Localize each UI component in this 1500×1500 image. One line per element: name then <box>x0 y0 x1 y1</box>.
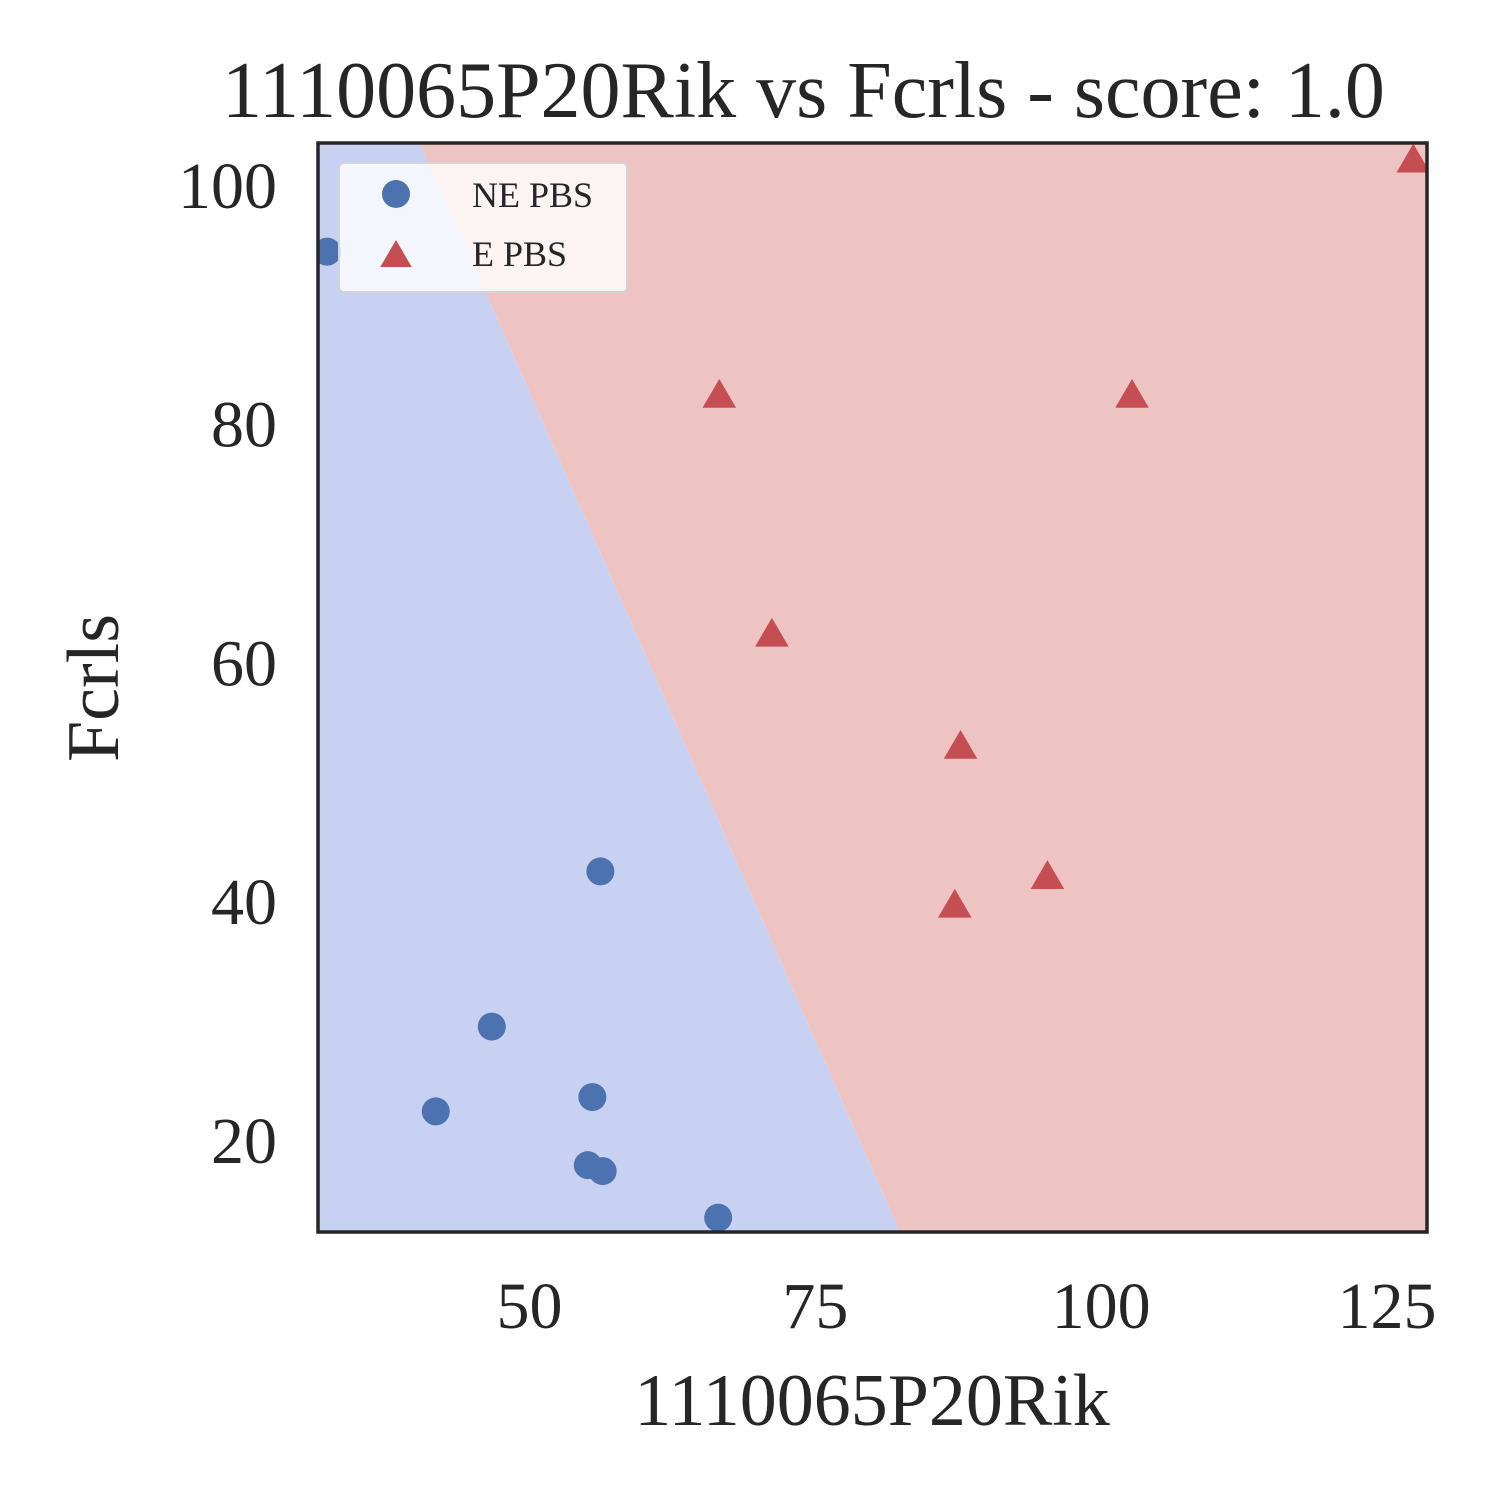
point-triangle-1-4 <box>943 730 978 759</box>
x-tick-label-50: 50 <box>497 1270 563 1343</box>
region-e-pbs <box>419 143 1427 1232</box>
x-tick-label-100: 100 <box>1052 1270 1151 1343</box>
point-triangle-1-2 <box>1115 378 1149 408</box>
legend-box <box>338 162 628 293</box>
point-circle-0-7 <box>704 1203 733 1232</box>
point-circle-0-3 <box>421 1097 450 1126</box>
x-tick-label-75: 75 <box>782 1270 848 1343</box>
point-circle-0-4 <box>578 1083 607 1112</box>
point-circle-0-2 <box>477 1012 506 1041</box>
point-triangle-1-6 <box>938 888 972 918</box>
data-points <box>318 143 1427 1232</box>
point-circle-0-1 <box>586 857 615 886</box>
point-triangle-1-5 <box>1030 860 1065 889</box>
x-axis-ticks: 50 75 100 125 <box>497 1270 1437 1343</box>
point-circle-0-6 <box>588 1157 617 1186</box>
point-triangle-1-1 <box>702 378 737 408</box>
region-ne-pbs <box>318 143 900 1232</box>
y-axis-label: Fcrls <box>53 614 135 762</box>
point-triangle-1-0 <box>1396 143 1427 173</box>
y-tick-label-20: 20 <box>211 1105 277 1178</box>
legend-label-e-pbs: E PBS <box>472 234 567 274</box>
y-tick-label-80: 80 <box>211 389 277 462</box>
x-tick-label-125: 125 <box>1337 1270 1436 1343</box>
y-tick-label-100: 100 <box>178 150 277 223</box>
y-tick-label-60: 60 <box>211 627 277 700</box>
legend: NE PBS E PBS <box>338 162 628 293</box>
legend-marker-ne-pbs <box>382 180 410 208</box>
point-circle-0-0 <box>318 237 342 266</box>
y-axis-ticks: 20 40 60 80 100 <box>178 150 277 1178</box>
y-tick-label-40: 40 <box>211 866 277 939</box>
decision-regions <box>318 143 1427 1232</box>
point-triangle-1-3 <box>755 617 789 647</box>
legend-label-ne-pbs: NE PBS <box>472 175 593 215</box>
chart-title: 1110065P20Rik vs Fcrls - score: 1.0 <box>222 47 1385 135</box>
plot-frame <box>316 141 1429 1234</box>
x-axis-label: 1110065P20Rik <box>634 1360 1110 1442</box>
plot-area <box>316 141 1429 1234</box>
legend-marker-e-pbs <box>380 240 412 267</box>
